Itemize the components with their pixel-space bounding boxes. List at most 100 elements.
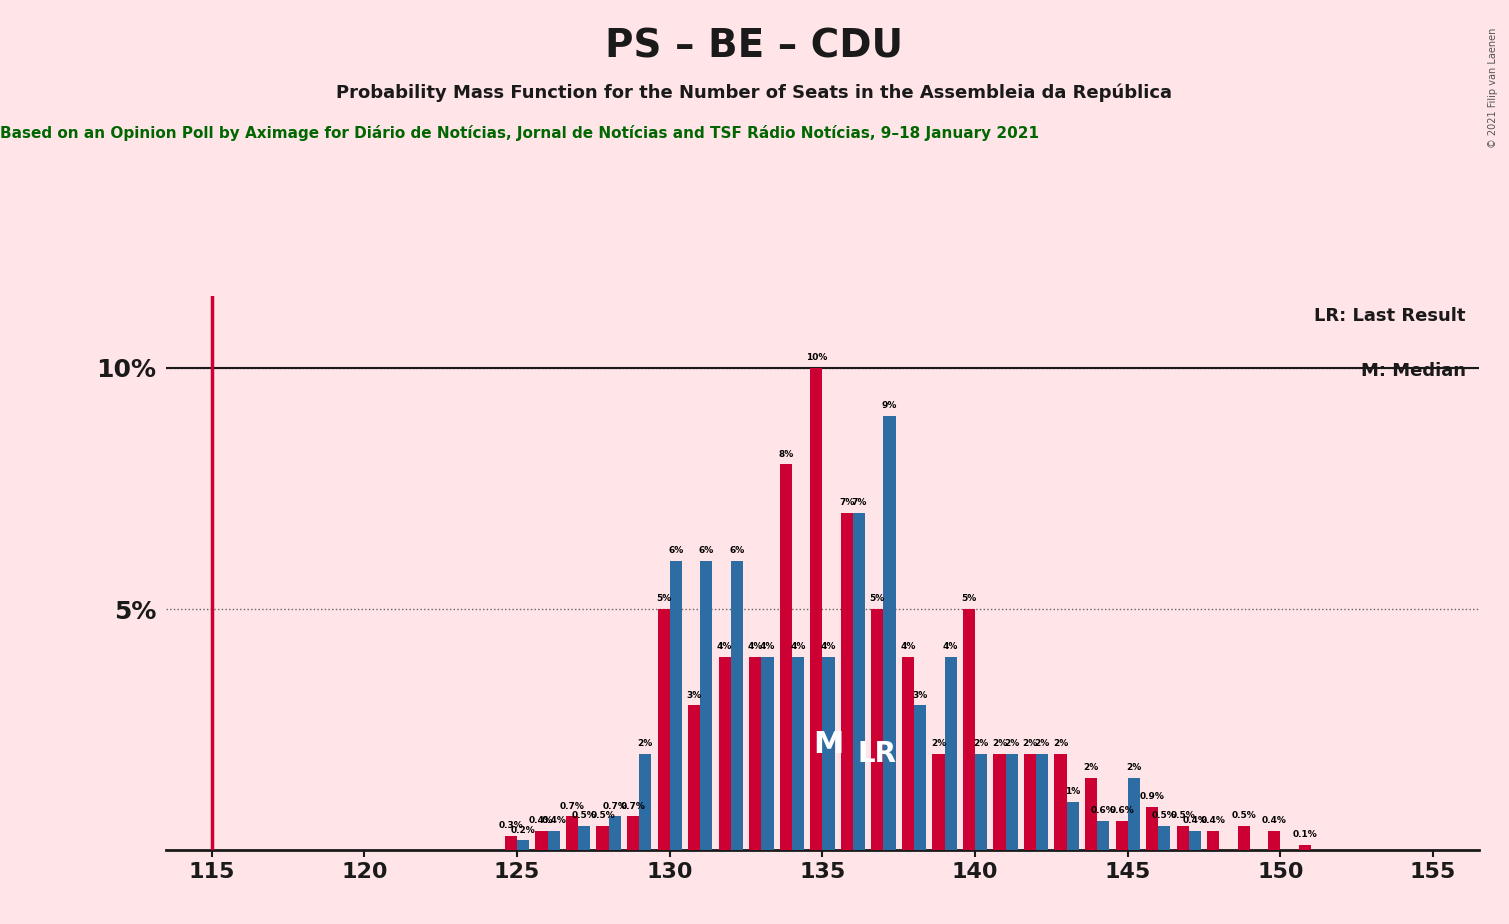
Bar <box>1207 831 1219 850</box>
Text: 8%: 8% <box>779 450 794 458</box>
Text: 0.5%: 0.5% <box>572 811 596 821</box>
Bar <box>1037 754 1049 850</box>
Text: 0.7%: 0.7% <box>620 801 646 810</box>
Text: 2%: 2% <box>1053 739 1068 748</box>
Text: LR: Last Result: LR: Last Result <box>1314 307 1465 324</box>
Text: 4%: 4% <box>747 642 764 651</box>
Text: 0.6%: 0.6% <box>1109 807 1133 815</box>
Text: 6%: 6% <box>729 546 744 555</box>
Bar <box>871 609 883 850</box>
Text: 0.3%: 0.3% <box>498 821 524 830</box>
Bar <box>1127 778 1139 850</box>
Text: 5%: 5% <box>961 594 976 603</box>
Bar <box>883 416 896 850</box>
Bar <box>700 561 712 850</box>
Bar <box>628 816 640 850</box>
Text: M: M <box>813 730 844 759</box>
Text: 0.7%: 0.7% <box>602 801 628 810</box>
Text: 2%: 2% <box>1023 739 1038 748</box>
Text: PS – BE – CDU: PS – BE – CDU <box>605 28 904 66</box>
Text: 0.4%: 0.4% <box>1262 816 1287 825</box>
Bar <box>1299 845 1311 850</box>
Bar <box>933 754 945 850</box>
Text: Based on an Opinion Poll by Aximage for Diário de Notícias, Jornal de Notícias a: Based on an Opinion Poll by Aximage for … <box>0 125 1040 140</box>
Bar <box>1237 826 1249 850</box>
Bar <box>853 513 865 850</box>
Text: 0.6%: 0.6% <box>1091 807 1115 815</box>
Text: 2%: 2% <box>991 739 1007 748</box>
Bar <box>762 657 774 850</box>
Text: 6%: 6% <box>668 546 684 555</box>
Bar <box>841 513 853 850</box>
Text: 2%: 2% <box>1126 763 1141 772</box>
Bar <box>792 657 804 850</box>
Text: 2%: 2% <box>973 739 988 748</box>
Text: 0.1%: 0.1% <box>1292 831 1317 840</box>
Text: 5%: 5% <box>869 594 884 603</box>
Text: Probability Mass Function for the Number of Seats in the Assembleia da República: Probability Mass Function for the Number… <box>337 83 1172 102</box>
Bar <box>993 754 1005 850</box>
Bar <box>945 657 957 850</box>
Text: © 2021 Filip van Laenen: © 2021 Filip van Laenen <box>1488 28 1498 148</box>
Bar <box>518 841 530 850</box>
Bar <box>1159 826 1171 850</box>
Text: 4%: 4% <box>759 642 776 651</box>
Bar <box>963 609 975 850</box>
Text: 0.4%: 0.4% <box>542 816 566 825</box>
Bar <box>1085 778 1097 850</box>
Text: 0.2%: 0.2% <box>512 826 536 834</box>
Bar <box>1025 754 1037 850</box>
Text: 7%: 7% <box>839 498 854 507</box>
Bar <box>536 831 548 850</box>
Bar <box>822 657 834 850</box>
Bar <box>914 705 927 850</box>
Bar <box>1055 754 1067 850</box>
Bar <box>670 561 682 850</box>
Text: 5%: 5% <box>656 594 672 603</box>
Bar <box>640 754 652 850</box>
Text: 0.5%: 0.5% <box>590 811 616 821</box>
Text: M: Median: M: Median <box>1361 362 1465 380</box>
Text: 4%: 4% <box>943 642 958 651</box>
Bar <box>1097 821 1109 850</box>
Text: 0.7%: 0.7% <box>560 801 584 810</box>
Text: 2%: 2% <box>1083 763 1099 772</box>
Bar <box>578 826 590 850</box>
Text: 0.5%: 0.5% <box>1171 811 1195 821</box>
Bar <box>1115 821 1127 850</box>
Bar <box>975 754 987 850</box>
Bar <box>1067 802 1079 850</box>
Text: 0.9%: 0.9% <box>1139 792 1165 801</box>
Bar <box>548 831 560 850</box>
Bar <box>1005 754 1017 850</box>
Text: 7%: 7% <box>851 498 866 507</box>
Text: 2%: 2% <box>638 739 653 748</box>
Bar <box>748 657 762 850</box>
Text: 2%: 2% <box>1035 739 1050 748</box>
Bar <box>688 705 700 850</box>
Bar <box>902 657 914 850</box>
Bar <box>1268 831 1280 850</box>
Text: 9%: 9% <box>881 401 898 410</box>
Text: 10%: 10% <box>806 353 827 362</box>
Bar <box>506 835 518 850</box>
Bar <box>596 826 608 850</box>
Bar <box>1189 831 1201 850</box>
Text: 4%: 4% <box>821 642 836 651</box>
Bar <box>608 816 620 850</box>
Bar <box>1145 807 1159 850</box>
Text: LR: LR <box>857 740 896 768</box>
Text: 4%: 4% <box>791 642 806 651</box>
Bar <box>718 657 730 850</box>
Text: 2%: 2% <box>931 739 946 748</box>
Text: 3%: 3% <box>687 690 702 699</box>
Text: 2%: 2% <box>1003 739 1019 748</box>
Text: 1%: 1% <box>1065 787 1080 796</box>
Text: 3%: 3% <box>913 690 928 699</box>
Text: 0.5%: 0.5% <box>1231 811 1255 821</box>
Text: 0.4%: 0.4% <box>1183 816 1207 825</box>
Text: 0.4%: 0.4% <box>530 816 554 825</box>
Bar <box>1177 826 1189 850</box>
Text: 0.4%: 0.4% <box>1201 816 1225 825</box>
Text: 0.5%: 0.5% <box>1151 811 1177 821</box>
